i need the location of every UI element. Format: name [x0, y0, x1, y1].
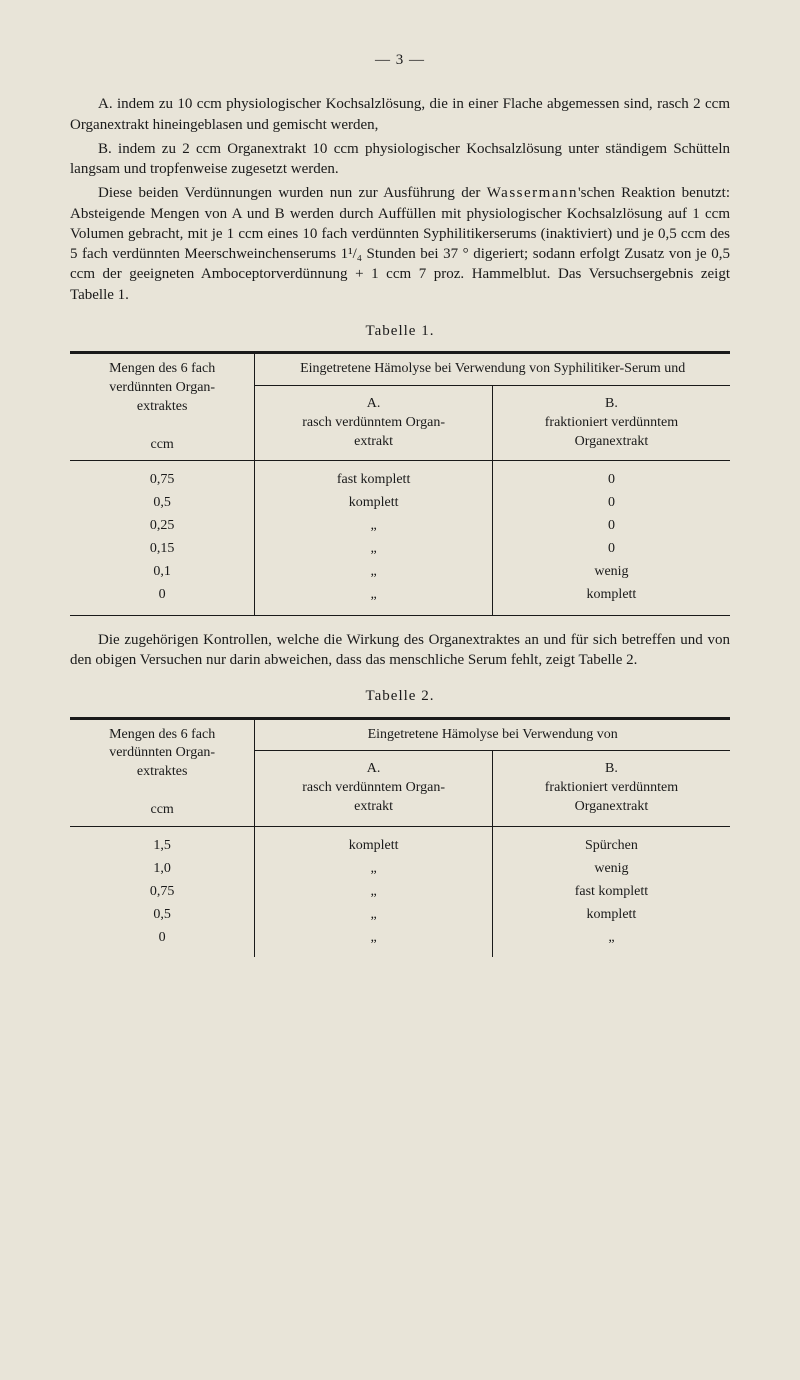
t2-r3-c: 0,5 — [70, 904, 255, 927]
t1-r5-b: komplett — [492, 584, 730, 615]
t2-lh-3: extraktes — [137, 764, 188, 779]
t2-r3-a: „ — [255, 904, 493, 927]
paragraph-a: A. indem zu 10 ccm physiologischer Kochs… — [70, 94, 730, 135]
t1-span-header: Eingetretene Hämolyse bei Verwendung von… — [255, 353, 730, 386]
t1-lh-4: ccm — [150, 437, 173, 452]
t1-r2-c: 0,25 — [70, 515, 255, 538]
t1-r4-b: wenig — [492, 561, 730, 584]
t1-r5-c: 0 — [70, 584, 255, 615]
t2-r1-a: „ — [255, 858, 493, 881]
t1-r2-b: 0 — [492, 515, 730, 538]
t1-r3-c: 0,15 — [70, 538, 255, 561]
t2-left-header: Mengen des 6 fach verdünnten Organ- extr… — [70, 718, 255, 826]
t2-a1: A. — [367, 761, 381, 776]
para3-rest: 'schen Reaktion benutzt: Absteigende Men… — [70, 185, 730, 302]
t1-r4-c: 0,1 — [70, 561, 255, 584]
t1-col-a: A. rasch verdünntem Organ- extrakt — [255, 385, 493, 461]
t2-a3: extrakt — [354, 799, 393, 814]
paragraph-b: B. indem zu 2 ccm Organextrakt 10 ccm ph… — [70, 139, 730, 180]
t2-r0-b: Spürchen — [492, 827, 730, 858]
table-1: Mengen des 6 fach verdünnten Organ- extr… — [70, 351, 730, 616]
t1-r0-b: 0 — [492, 461, 730, 492]
t2-r3-b: komplett — [492, 904, 730, 927]
t1-b1: B. — [605, 396, 618, 411]
t1-r1-b: 0 — [492, 492, 730, 515]
t2-col-a: A. rasch verdünntem Organ- extrakt — [255, 751, 493, 827]
t2-r2-c: 0,75 — [70, 881, 255, 904]
page-number: — 3 — — [70, 50, 730, 70]
t1-lh-3: extraktes — [137, 399, 188, 414]
t1-b3: Organextrakt — [575, 434, 649, 449]
table1-title: Tabelle 1. — [70, 321, 730, 341]
t2-lh-2: verdünnten Organ- — [109, 745, 215, 760]
t1-r1-a: komplett — [255, 492, 493, 515]
t2-a2: rasch verdünntem Organ- — [302, 780, 445, 795]
t2-lh-1: Mengen des 6 fach — [109, 727, 215, 742]
t1-r5-a: „ — [255, 584, 493, 615]
t1-r4-a: „ — [255, 561, 493, 584]
t2-r4-b: „ — [492, 927, 730, 958]
t1-lh-1: Mengen des 6 fach — [109, 361, 215, 376]
t1-b2: fraktioniert verdünntem — [545, 415, 678, 430]
t2-r0-a: komplett — [255, 827, 493, 858]
t1-left-header: Mengen des 6 fach verdünnten Organ- extr… — [70, 353, 255, 461]
para3-prefix: Diese beiden Verdünnungen wurden nun zur… — [98, 185, 487, 201]
t1-r3-b: 0 — [492, 538, 730, 561]
t1-col-b: B. fraktioniert verdünntem Organextrakt — [492, 385, 730, 461]
t2-r4-c: 0 — [70, 927, 255, 958]
t2-r4-a: „ — [255, 927, 493, 958]
t1-r0-c: 0,75 — [70, 461, 255, 492]
t2-lh-4: ccm — [150, 802, 173, 817]
mid-paragraph: Die zugehörigen Kontrollen, welche die W… — [70, 630, 730, 671]
t1-r0-a: fast komplett — [255, 461, 493, 492]
t1-r3-a: „ — [255, 538, 493, 561]
t2-b2: fraktioniert verdünntem — [545, 780, 678, 795]
t1-r1-c: 0,5 — [70, 492, 255, 515]
t2-col-b: B. fraktioniert verdünntem Organextrakt — [492, 751, 730, 827]
paragraph-main: Diese beiden Verdünnungen wurden nun zur… — [70, 183, 730, 305]
wassermann-name: Wassermann — [487, 185, 578, 201]
t1-a1: A. — [367, 396, 381, 411]
t2-r0-c: 1,5 — [70, 827, 255, 858]
t2-b1: B. — [605, 761, 618, 776]
t2-r2-b: fast komplett — [492, 881, 730, 904]
t1-r2-a: „ — [255, 515, 493, 538]
t2-r2-a: „ — [255, 881, 493, 904]
t2-span-header: Eingetretene Hämolyse bei Verwendung von — [255, 718, 730, 751]
t1-a2: rasch verdünntem Organ- — [302, 415, 445, 430]
table-2: Mengen des 6 fach verdünnten Organ- extr… — [70, 717, 730, 958]
page: — 3 — A. indem zu 10 ccm physiologischer… — [0, 0, 800, 1031]
t1-lh-2: verdünnten Organ- — [109, 380, 215, 395]
t2-b3: Organextrakt — [575, 799, 649, 814]
t2-r1-b: wenig — [492, 858, 730, 881]
table2-title: Tabelle 2. — [70, 686, 730, 706]
t1-a3: extrakt — [354, 434, 393, 449]
t2-r1-c: 1,0 — [70, 858, 255, 881]
